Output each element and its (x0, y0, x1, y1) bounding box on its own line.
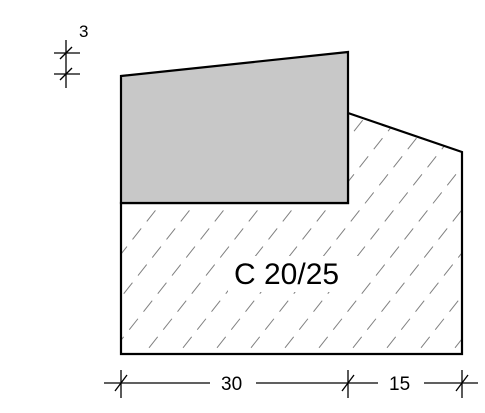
hatch-line (159, 113, 461, 354)
material-label-background (228, 256, 360, 292)
hatch-line (431, 113, 462, 354)
hatch-line (261, 113, 462, 354)
hatch-line (121, 113, 291, 354)
hatch-line (0, 40, 120, 413)
right-width-label-background (378, 372, 424, 394)
left-width-label-background (210, 372, 256, 394)
hatch-line (121, 113, 393, 354)
upper-element (119, 50, 350, 205)
top-offset-label: 3 (79, 22, 88, 41)
hatch-line (466, 40, 485, 413)
material-label: C 20/25 (234, 258, 339, 291)
hatch-line (295, 113, 462, 354)
hatch-line (363, 113, 462, 354)
right-width-label: 15 (389, 374, 410, 395)
top-offset-dimension (54, 40, 80, 88)
left-width-label: 30 (221, 374, 242, 395)
concrete-hatch (0, 40, 485, 413)
hatch-line (121, 113, 359, 354)
hatch-line (227, 113, 462, 354)
hatch-line (193, 113, 462, 354)
hatch-line (125, 113, 427, 354)
hatch-line (397, 113, 462, 354)
hatch-line (121, 113, 325, 354)
